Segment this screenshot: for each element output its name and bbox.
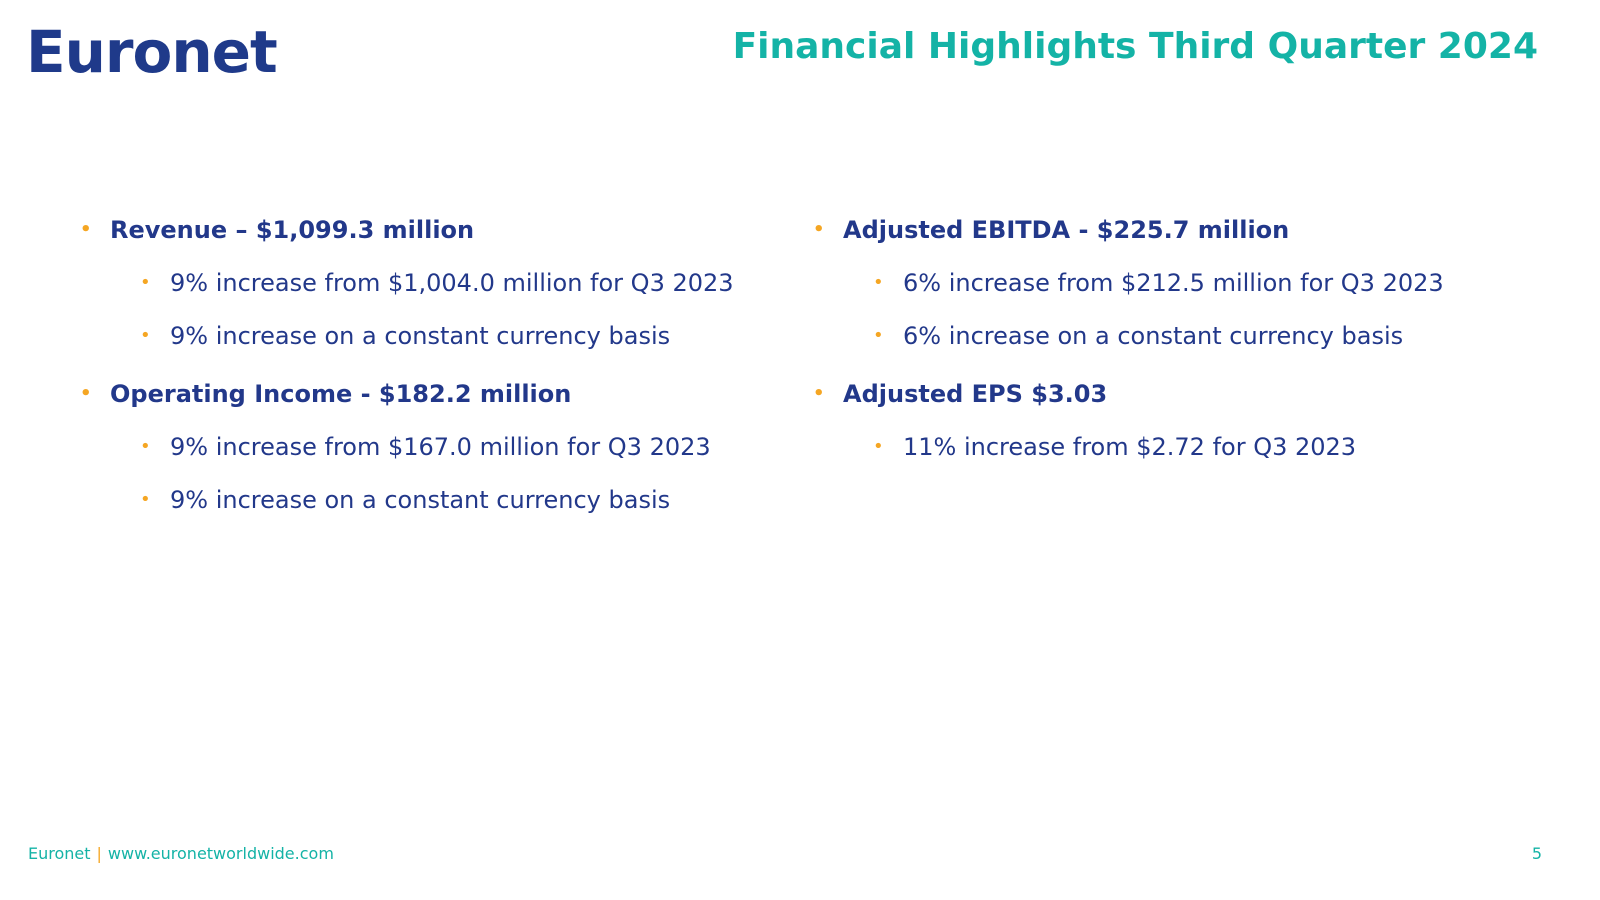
footer-separator: | (96, 844, 102, 863)
footer-brand: Euronet (28, 844, 91, 863)
sub-bullet: 9% increase on a constant currency basis (80, 318, 800, 354)
bullet-heading: Adjusted EPS $3.03 (813, 376, 1533, 412)
sub-bullet: 9% increase from $1,004.0 million for Q3… (80, 265, 800, 301)
sub-bullet: 9% increase on a constant currency basis (80, 482, 800, 518)
bullet-heading: Revenue – $1,099.3 million (80, 212, 800, 248)
bullet-group: Adjusted EBITDA - $225.7 million 6% incre… (813, 212, 1533, 354)
page-number: 5 (1531, 844, 1542, 863)
logo: Euronet (26, 18, 278, 86)
bullet-group: Revenue – $1,099.3 million 9% increase fr… (80, 212, 800, 354)
sub-bullet: 6% increase on a constant currency basis (813, 318, 1533, 354)
bullet-group: Adjusted EPS $3.03 11% increase from $2.7… (813, 376, 1533, 465)
sub-bullet: 11% increase from $2.72 for Q3 2023 (813, 429, 1533, 465)
bullet-heading: Adjusted EBITDA - $225.7 million (813, 212, 1533, 248)
column: Revenue – $1,099.3 million 9% increase fr… (80, 212, 800, 540)
bullet-group: Operating Income - $182.2 million 9% incr… (80, 376, 800, 518)
column: Adjusted EBITDA - $225.7 million 6% incre… (813, 212, 1533, 487)
footer-url: www.euronetworldwide.com (107, 844, 334, 863)
sub-bullet: 6% increase from $212.5 million for Q3 2… (813, 265, 1533, 301)
sub-bullet: 9% increase from $167.0 million for Q3 2… (80, 429, 800, 465)
footer: Euronet | www.euronetworldwide.com (28, 844, 334, 863)
bullet-heading: Operating Income - $182.2 million (80, 376, 800, 412)
title: Financial Highlights Third Quarter 2024 (732, 26, 1538, 67)
